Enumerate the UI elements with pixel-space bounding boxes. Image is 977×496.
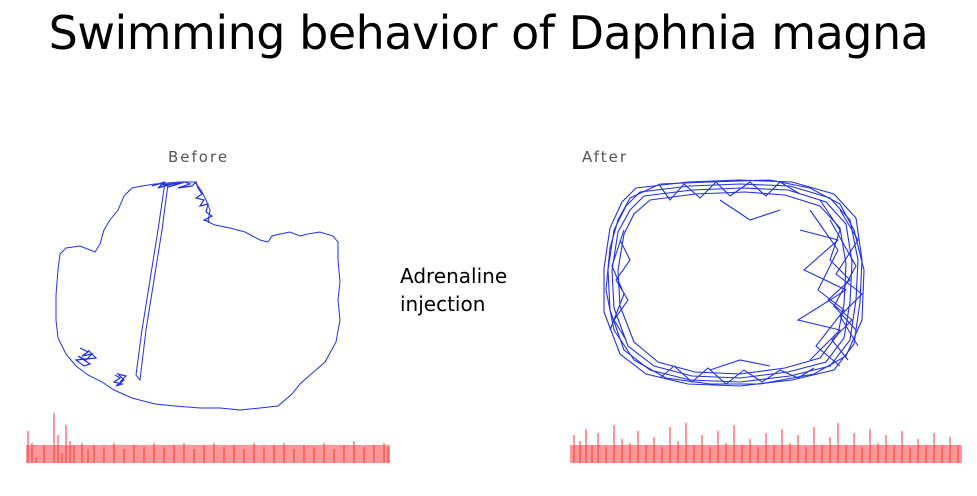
after-activity-strip: [570, 423, 962, 463]
after-label: After: [582, 148, 629, 166]
before-label: Before: [168, 148, 230, 166]
before-track-path: [55, 181, 341, 411]
before-top-cluster: [151, 180, 214, 223]
after-trajectory: [603, 179, 865, 387]
before-bottom-cluster: [74, 347, 128, 387]
after-activity-spikes: [573, 423, 959, 463]
before-activity-spikes: [27, 413, 389, 463]
before-activity-strip: [26, 413, 390, 463]
before-activity-baseline: [26, 445, 390, 463]
before-long-crossing: [135, 181, 169, 382]
treatment-label: Adrenaline injection: [400, 262, 507, 318]
treatment-line-1: Adrenaline: [400, 264, 508, 288]
before-trajectory: [55, 180, 341, 411]
after-track-group: [603, 179, 865, 387]
treatment-line-2: injection: [400, 292, 486, 316]
page-title: Swimming behavior of Daphnia magna: [48, 6, 929, 60]
